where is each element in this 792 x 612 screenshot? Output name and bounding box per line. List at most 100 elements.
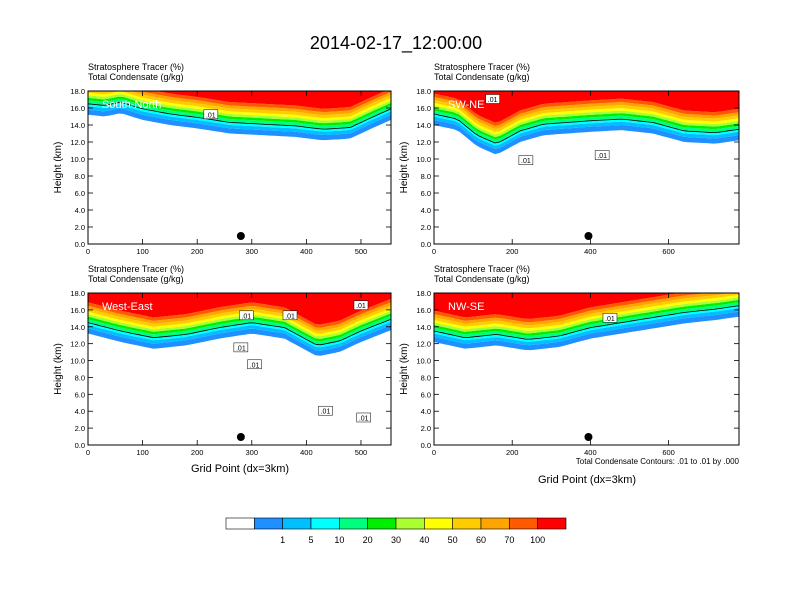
colorbar-swatch: [310, 517, 340, 530]
y-tick-label: 2.0: [421, 223, 431, 232]
tracer-band: [434, 305, 739, 342]
contour-label: .01: [285, 313, 295, 320]
tracer-band: [434, 293, 739, 326]
contour-label-box: [353, 300, 369, 310]
x-tick-label: 400: [584, 247, 597, 256]
colorbar-tick-label: 5: [308, 535, 313, 545]
x-tick-label: 0: [86, 247, 90, 256]
tracer-band: [434, 302, 739, 339]
contour-label: .01: [359, 415, 369, 422]
section-label: SW-NE: [448, 99, 484, 111]
contour-label-box: [356, 412, 371, 423]
tracer-band: [434, 102, 739, 135]
y-tick-label: 14.0: [416, 323, 431, 332]
section-label: NW-SE: [448, 301, 484, 313]
colorbar-swatch: [537, 517, 567, 530]
tracer-band: [88, 321, 391, 351]
contour-note: Total Condensate Contours: .01 to .01 by…: [576, 457, 740, 466]
plot-area: .01 .01 .01 .01 .01 .01 .01: [88, 293, 391, 445]
tracer-band: [434, 311, 739, 351]
contour-label-box: [485, 94, 500, 104]
x-tick-label: 100: [136, 448, 149, 457]
y-tick-label: 4.0: [421, 206, 431, 215]
panel-sw-ne: .01 .01 .01 SW-NE Stratosphere Tracer (%)Tot…: [399, 62, 740, 256]
plot-frame: [433, 90, 740, 245]
tracer-band: [434, 99, 739, 132]
y-tick-label: 12.0: [416, 340, 431, 349]
x-tick-label: 600: [662, 247, 675, 256]
colorbar-swatch: [254, 517, 283, 530]
panel-title-line2: Total Condensate (g/kg): [434, 274, 530, 284]
colorbar-swatch: [480, 517, 510, 530]
x-tick-label: 200: [191, 448, 204, 457]
tracer-band: [434, 293, 739, 329]
x-tick-label: 500: [355, 448, 368, 457]
contour-label-box: [233, 342, 249, 353]
plot-frame: [433, 292, 740, 446]
contour-label-box: [247, 359, 262, 370]
y-tick-label: 18.0: [70, 289, 85, 298]
colorbar-tick-label: 100: [530, 535, 545, 545]
x-axis-label-right: Grid Point (dx=3km): [538, 474, 636, 486]
y-tick-label: 8.0: [421, 373, 431, 382]
y-tick-label: 16.0: [416, 306, 431, 315]
tracer-band: [434, 113, 739, 146]
colorbar-swatch: [509, 517, 538, 530]
x-axis-label-left: Grid Point (dx=3km): [191, 463, 289, 475]
location-marker: [584, 433, 593, 441]
y-tick-label: 8.0: [421, 172, 431, 181]
contour-label: .01: [250, 362, 260, 369]
y-tick-label: 10.0: [416, 357, 431, 366]
y-tick-label: 16.0: [416, 104, 431, 113]
tracer-band: [434, 91, 739, 123]
contour-label: .01: [236, 345, 246, 352]
tracer-band: [88, 108, 391, 141]
condensate-contour: [434, 305, 739, 340]
y-tick-label: 4.0: [421, 407, 431, 416]
tracer-band: [434, 308, 739, 346]
panels: .01 South-North Stratosphere Tracer (%) Tot…: [53, 62, 740, 457]
contour-label: .01: [206, 112, 216, 119]
panel-title-line2: Total Condensate (g/kg): [88, 72, 184, 82]
tracer-band: [434, 293, 739, 323]
y-tick-label: 6.0: [75, 189, 85, 198]
tracer-band: [434, 105, 739, 138]
y-tick-label: 2.0: [75, 424, 85, 433]
y-tick-label: 6.0: [75, 390, 85, 399]
section-label: South-North: [102, 99, 161, 111]
tracer-band: [88, 315, 391, 345]
contour-label-box: [602, 313, 618, 323]
plot-frame: [87, 292, 392, 446]
x-tick-label: 400: [300, 448, 313, 457]
colorbar-swatch: [225, 517, 255, 530]
tracer-band: [434, 293, 739, 319]
colorbar-tick-label: 70: [504, 535, 514, 545]
x-tick-label: 200: [506, 247, 519, 256]
x-tick-label: 300: [246, 448, 259, 457]
colorbar-tick-label: 30: [391, 535, 401, 545]
y-tick-label: 10.0: [70, 155, 85, 164]
y-axis-label: Height (km): [53, 142, 64, 194]
panel-south-north: .01 South-North Stratosphere Tracer (%)Tot…: [53, 62, 392, 256]
location-marker: [236, 232, 245, 240]
x-tick-label: 300: [246, 247, 259, 256]
plot-frame: [87, 90, 392, 245]
colorbar-swatch: [395, 517, 425, 530]
plot-area: .01: [434, 293, 739, 445]
x-tick-label: 600: [662, 448, 675, 457]
tracer-band: [434, 297, 739, 334]
contour-label-box: [318, 405, 333, 416]
colorbar-tick-label: 40: [419, 535, 429, 545]
tracer-band: [434, 116, 739, 149]
x-tick-label: 100: [136, 247, 149, 256]
contour-label: .01: [605, 316, 615, 323]
x-tick-label: 0: [432, 247, 436, 256]
panel-title-line1: Stratosphere Tracer (%): [434, 62, 530, 72]
y-tick-label: 10.0: [416, 155, 431, 164]
section-label: West-East: [102, 301, 153, 313]
panel-nw-se: .01 NW-SE Stratosphere Tracer (%)Total Con…: [399, 264, 740, 457]
contour-label-box: [518, 155, 534, 165]
colorbar-swatch: [424, 517, 453, 530]
colorbar: 1 5 10 20 30 40 50 60 70 100: [225, 517, 567, 545]
